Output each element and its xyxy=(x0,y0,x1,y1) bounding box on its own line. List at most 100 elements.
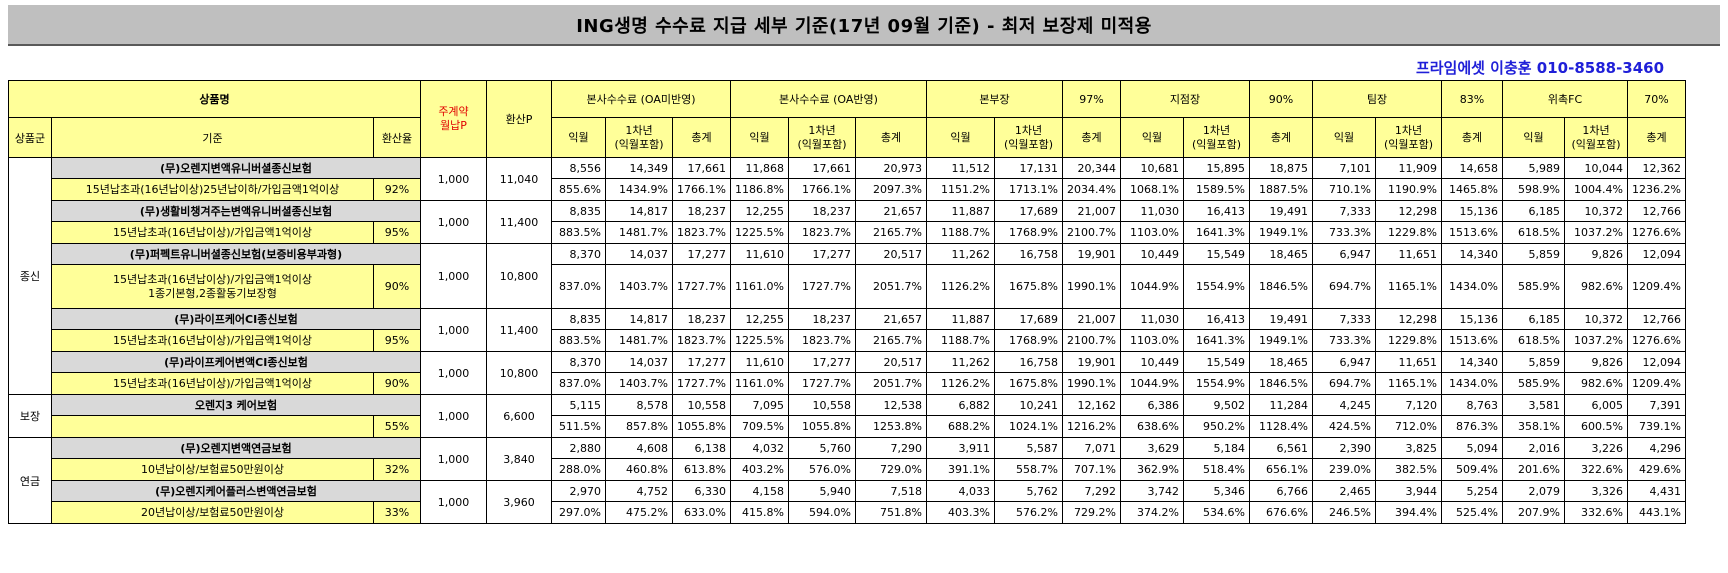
amount-cell: 11,262 xyxy=(926,243,995,265)
amount-cell: 5,762 xyxy=(994,480,1063,502)
amount-cell: 7,333 xyxy=(1312,308,1376,330)
amount-cell: 11,284 xyxy=(1249,394,1313,416)
amount-cell: 5,587 xyxy=(994,437,1063,459)
group-label: 연금 xyxy=(8,437,52,524)
amount-cell: 7,292 xyxy=(1062,480,1121,502)
amount-cell: 8,370 xyxy=(551,351,606,373)
commission-table: 상품명 주계약 월납P 환산P 본사수수료 (OA미반영) 본사수수료 (OA반영… xyxy=(8,80,1686,524)
amount-cell: 11,610 xyxy=(730,351,789,373)
percent-cell: 332.6% xyxy=(1564,501,1628,524)
percent-cell: 511.5% xyxy=(551,415,606,438)
subheader-2-2: 총계 xyxy=(1062,117,1121,158)
amount-cell: 11,512 xyxy=(926,157,995,179)
percent-cell: 1151.2% xyxy=(926,178,995,201)
percent-cell: 883.5% xyxy=(551,221,606,244)
amount-cell: 2,465 xyxy=(1312,480,1376,502)
percent-cell: 534.6% xyxy=(1183,501,1250,524)
amount-cell: 12,766 xyxy=(1627,308,1686,330)
percent-cell: 403.2% xyxy=(730,458,789,481)
converted-p-value: 11,040 xyxy=(486,157,552,201)
percent-cell: 656.1% xyxy=(1249,458,1313,481)
percent-cell: 883.5% xyxy=(551,329,606,352)
percent-cell: 424.5% xyxy=(1312,415,1376,438)
percent-cell: 246.5% xyxy=(1312,501,1376,524)
product-name: 오렌지3 케어보험 xyxy=(51,394,421,416)
amount-cell: 19,901 xyxy=(1062,243,1121,265)
amount-cell: 11,651 xyxy=(1375,243,1442,265)
amount-cell: 11,030 xyxy=(1120,200,1184,222)
percent-cell: 1229.8% xyxy=(1375,329,1442,352)
amount-cell: 14,340 xyxy=(1441,351,1503,373)
amount-cell: 17,277 xyxy=(788,351,856,373)
amount-cell: 7,391 xyxy=(1627,394,1686,416)
amount-cell: 14,817 xyxy=(605,200,673,222)
amount-cell: 7,071 xyxy=(1062,437,1121,459)
percent-cell: 1513.6% xyxy=(1441,221,1503,244)
main-contract-value: 1,000 xyxy=(420,351,487,395)
header-section-4: 팀장 xyxy=(1312,80,1442,118)
amount-cell: 16,758 xyxy=(994,243,1063,265)
percent-cell: 1103.0% xyxy=(1120,329,1184,352)
amount-cell: 4,033 xyxy=(926,480,995,502)
amount-cell: 3,825 xyxy=(1375,437,1442,459)
amount-cell: 6,947 xyxy=(1312,351,1376,373)
amount-cell: 17,277 xyxy=(672,351,731,373)
percent-cell: 460.8% xyxy=(605,458,673,481)
amount-cell: 20,517 xyxy=(855,243,927,265)
amount-cell: 20,344 xyxy=(1062,157,1121,179)
amount-cell: 11,887 xyxy=(926,200,995,222)
header-criteria: 기준 xyxy=(51,117,374,158)
subheader-5-2: 총계 xyxy=(1627,117,1686,158)
amount-cell: 3,629 xyxy=(1120,437,1184,459)
percent-cell: 1713.1% xyxy=(994,178,1063,201)
percent-cell: 837.0% xyxy=(551,264,606,309)
conversion-rate: 92% xyxy=(373,178,421,201)
percent-cell: 982.6% xyxy=(1564,264,1628,309)
percent-cell: 1513.6% xyxy=(1441,329,1503,352)
amount-cell: 5,989 xyxy=(1502,157,1565,179)
header-section-2: 본부장 xyxy=(926,80,1063,118)
percent-cell: 688.2% xyxy=(926,415,995,438)
percent-cell: 201.6% xyxy=(1502,458,1565,481)
amount-cell: 6,185 xyxy=(1502,308,1565,330)
amount-cell: 18,465 xyxy=(1249,243,1313,265)
amount-cell: 6,386 xyxy=(1120,394,1184,416)
product-name: (무)생활비챙겨주는변액유니버셜종신보험 xyxy=(51,200,421,222)
header-group: 상품군 xyxy=(8,117,52,158)
product-row-name: (무)오렌지케어플러스변액연금보험 1,000 3,960 2,970 4,752 6,3… xyxy=(9,480,1686,524)
header-section-1: 본사수수료 (OA반영) xyxy=(730,80,927,118)
percent-cell: 1068.1% xyxy=(1120,178,1184,201)
percent-cell: 1128.4% xyxy=(1249,415,1313,438)
percent-cell: 1990.1% xyxy=(1062,372,1121,395)
header-conv-rate: 환산율 xyxy=(373,117,421,158)
amount-cell: 10,449 xyxy=(1120,243,1184,265)
amount-cell: 21,007 xyxy=(1062,200,1121,222)
percent-cell: 2165.7% xyxy=(855,221,927,244)
product-row-criteria: 15년납초과(16년납이상)/가입금액1억이상 95% 883.5% 1481.7% 1… xyxy=(9,329,1686,352)
amount-cell: 19,491 xyxy=(1249,200,1313,222)
percent-cell: 1190.9% xyxy=(1375,178,1442,201)
percent-cell: 374.2% xyxy=(1120,501,1184,524)
product-row-name: 종신 (무)오렌지변액유니버셜종신보험 1,000 11,040 8,556 14,349… xyxy=(8,157,1686,395)
percent-cell: 1209.4% xyxy=(1627,264,1686,309)
subheader-0-2: 총계 xyxy=(672,117,731,158)
amount-cell: 9,826 xyxy=(1564,351,1628,373)
percent-cell: 1434.0% xyxy=(1441,372,1503,395)
amount-cell: 10,558 xyxy=(788,394,856,416)
product-name: (무)퍼펙트유니버셜종신보험(보증비용부과형) xyxy=(51,243,421,265)
contact-info: 프라임에셋 이충훈 010-8588-3460 xyxy=(1415,59,1665,77)
subheader-2-0: 익월 xyxy=(926,117,995,158)
amount-cell: 12,538 xyxy=(855,394,927,416)
amount-cell: 7,290 xyxy=(855,437,927,459)
percent-cell: 239.0% xyxy=(1312,458,1376,481)
percent-cell: 1675.8% xyxy=(994,264,1063,309)
amount-cell: 3,581 xyxy=(1502,394,1565,416)
percent-cell: 1675.8% xyxy=(994,372,1063,395)
percent-cell: 1823.7% xyxy=(788,329,856,352)
percent-cell: 618.5% xyxy=(1502,221,1565,244)
product-name: (무)오렌지변액유니버셜종신보험 xyxy=(51,157,421,179)
percent-cell: 1727.7% xyxy=(788,264,856,309)
percent-cell: 1727.7% xyxy=(672,372,731,395)
amount-cell: 2,079 xyxy=(1502,480,1565,502)
percent-cell: 1554.9% xyxy=(1183,372,1250,395)
